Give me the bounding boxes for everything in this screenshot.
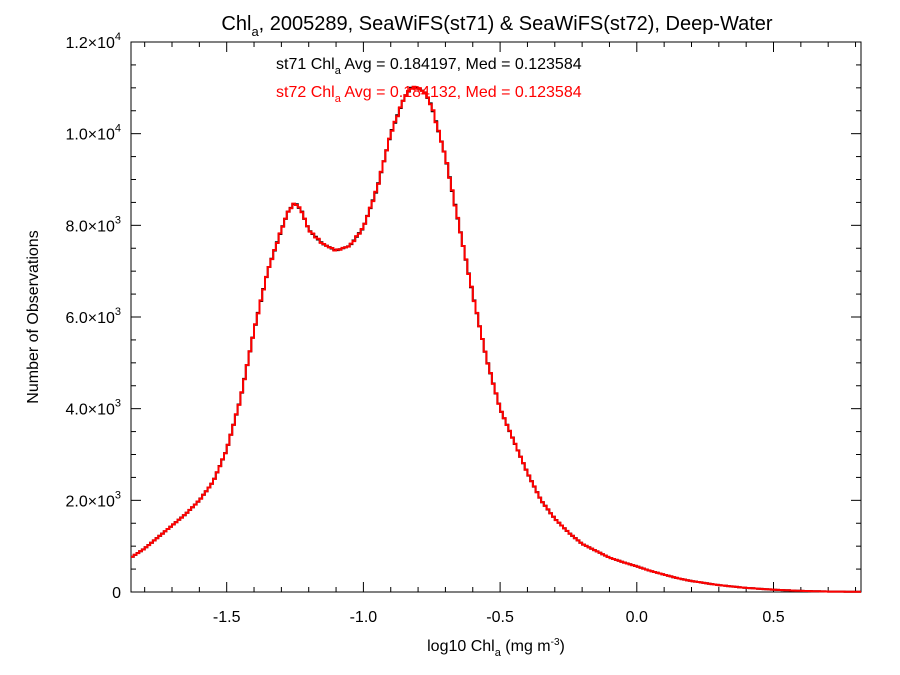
x-tick-label: -1.0 <box>350 609 378 626</box>
y-tick-label: 2.0×103 <box>65 489 121 510</box>
y-tick-label: 1.0×104 <box>65 123 121 144</box>
y-tick-label: 0 <box>112 585 121 602</box>
chart-title: Chla, 2005289, SeaWiFS(st71) & SeaWiFS(s… <box>221 13 772 39</box>
y-axis-ticks: 0 2.0×103 4.0×103 6.0×103 8.0×103 1.0×104 1.2×… <box>65 31 861 602</box>
series-line-st71 <box>131 86 861 593</box>
y-tick-label: 8.0×103 <box>65 214 121 235</box>
x-tick-label: -1.5 <box>213 609 241 626</box>
series-lines <box>131 85 861 593</box>
y-axis-label: Number of Observations <box>25 230 42 403</box>
series-line-st72 <box>131 85 861 593</box>
plot-frame <box>130 41 862 593</box>
y-tick-label: 6.0×103 <box>65 306 121 327</box>
x-axis-ticks: -1.5 -1.0 -0.5 0.0 0.5 <box>144 42 857 626</box>
y-tick-label: 1.2×104 <box>65 31 121 52</box>
x-tick-label: 0.5 <box>762 609 784 626</box>
x-axis-label: log10 Chla (mg m-3) <box>427 637 565 659</box>
x-tick-label: 0.0 <box>626 609 648 626</box>
annotation-st72: st72 Chla Avg = 0.184132, Med = 0.123584 <box>276 84 582 105</box>
x-tick-label: -0.5 <box>486 609 514 626</box>
annotation-st71: st71 Chla Avg = 0.184197, Med = 0.123584 <box>276 56 582 77</box>
y-tick-label: 4.0×103 <box>65 398 121 419</box>
